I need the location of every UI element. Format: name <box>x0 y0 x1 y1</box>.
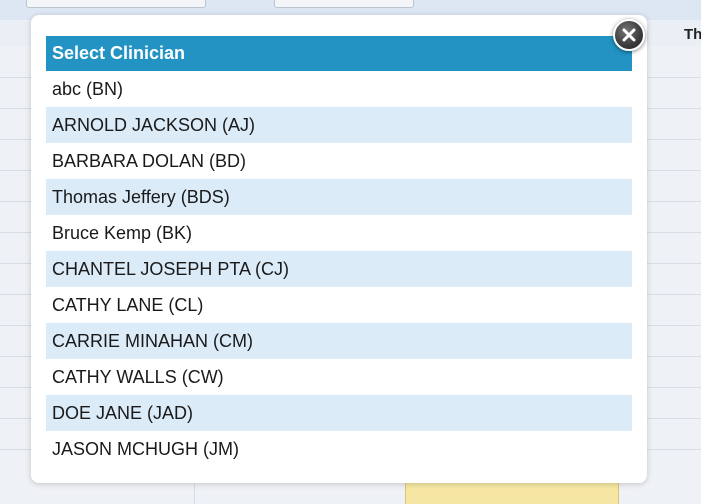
clinician-option[interactable]: Thomas Jeffery (BDS) <box>46 179 632 215</box>
background-filter-field <box>26 0 206 8</box>
clinician-list: abc (BN) ARNOLD JACKSON (AJ) BARBARA DOLAN… <box>46 71 632 467</box>
dialog-title: Select Clinician <box>46 36 632 71</box>
clinician-option[interactable]: JASON MCHUGH (JM) <box>52 439 239 459</box>
clinician-option[interactable]: DOE JANE (JAD) <box>46 395 632 431</box>
clinician-option[interactable]: CATHY LANE (CL) <box>52 295 204 315</box>
clinician-option[interactable]: Bruce Kemp (BK) <box>52 223 193 243</box>
clinician-option[interactable]: CATHY WALLS (CW) <box>52 367 224 387</box>
background-filter-field <box>274 0 414 8</box>
clinician-option[interactable]: BARBARA DOLAN (BD) <box>52 151 247 171</box>
clinician-option[interactable]: abc (BN) <box>52 79 124 99</box>
close-icon <box>622 28 636 42</box>
clinician-option[interactable]: ARNOLD JACKSON (AJ) <box>46 107 632 143</box>
clinician-option[interactable]: CHANTEL JOSEPH PTA (CJ) <box>46 251 632 287</box>
clinician-panel: Select Clinician abc (BN) ARNOLD JACKSON … <box>46 36 632 467</box>
background-day-label: Th <box>684 26 701 43</box>
close-button[interactable] <box>613 19 645 51</box>
clinician-option[interactable]: CARRIE MINAHAN (CM) <box>46 323 632 359</box>
background-highlighted-cell <box>405 482 619 504</box>
